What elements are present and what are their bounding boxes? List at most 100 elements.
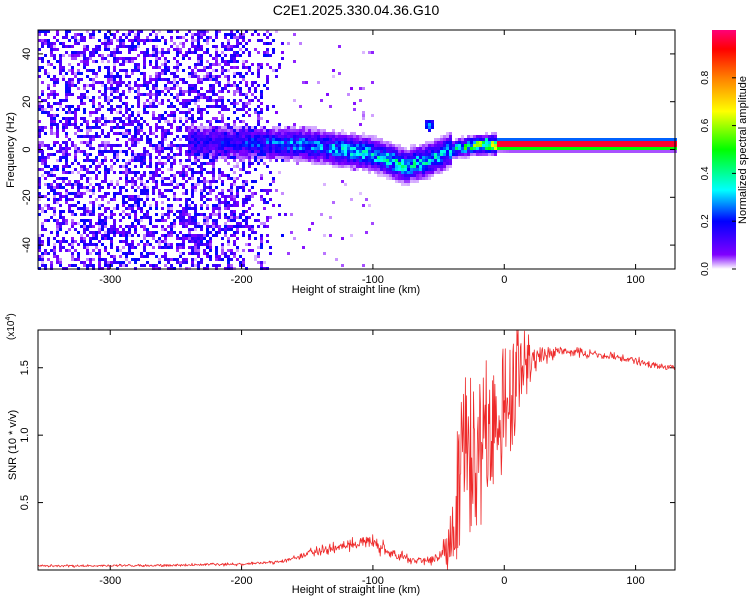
heatmap-cell <box>257 135 260 138</box>
heatmap-cell <box>83 165 86 168</box>
heatmap-cell <box>197 99 200 102</box>
heatmap-cell <box>206 111 209 114</box>
heatmap-cell <box>194 156 197 159</box>
heatmap-cell <box>38 69 41 72</box>
heatmap-cell <box>344 144 347 147</box>
heatmap-cell <box>659 144 662 147</box>
heatmap-cell <box>86 177 89 180</box>
heatmap-cell <box>488 150 491 153</box>
heatmap-cell <box>167 144 170 147</box>
heatmap-cell <box>641 147 644 150</box>
heatmap-cell <box>74 108 77 111</box>
heatmap-cell <box>86 60 89 63</box>
heatmap-cell <box>155 36 158 39</box>
heatmap-cell <box>209 141 212 144</box>
heatmap-cell <box>302 126 305 129</box>
heatmap-cell <box>62 54 65 57</box>
heatmap-cell <box>155 171 158 174</box>
heatmap-cell <box>176 198 179 201</box>
heatmap-cell <box>104 249 107 252</box>
heatmap-cell <box>410 162 413 165</box>
heatmap-cell <box>518 144 521 147</box>
heatmap-cell <box>248 90 251 93</box>
heatmap-cell <box>53 189 56 192</box>
heatmap-cell <box>131 180 134 183</box>
heatmap-cell <box>80 192 83 195</box>
heatmap-cell <box>179 48 182 51</box>
heatmap-cell <box>146 153 149 156</box>
heatmap-cell <box>308 150 311 153</box>
heatmap-cell <box>179 183 182 186</box>
heatmap-cell <box>239 75 242 78</box>
heatmap-cell <box>47 102 50 105</box>
heatmap-cell <box>119 42 122 45</box>
heatmap-cell <box>41 168 44 171</box>
heatmap-cell <box>416 174 419 177</box>
heatmap-cell <box>350 150 353 153</box>
heatmap-cell <box>188 237 191 240</box>
heatmap-cell <box>497 150 500 153</box>
heatmap-cell <box>611 150 614 153</box>
heatmap-cell <box>155 207 158 210</box>
heatmap-cell <box>131 69 134 72</box>
heatmap-cell <box>242 132 245 135</box>
heatmap-cell <box>182 177 185 180</box>
heatmap-cell <box>236 60 239 63</box>
heatmap-cell <box>179 129 182 132</box>
heatmap-cell <box>584 150 587 153</box>
heatmap-cell <box>398 168 401 171</box>
heatmap-cell <box>404 162 407 165</box>
heatmap-cell <box>116 96 119 99</box>
heatmap-cell <box>101 222 104 225</box>
heatmap-cell <box>107 231 110 234</box>
heatmap-cell <box>431 147 434 150</box>
heatmap-cell <box>206 42 209 45</box>
heatmap-cell <box>203 129 206 132</box>
heatmap-cell <box>68 243 71 246</box>
heatmap-cell <box>212 138 215 141</box>
heatmap-cell <box>80 195 83 198</box>
heatmap-cell <box>137 159 140 162</box>
heatmap-cell <box>77 129 80 132</box>
heatmap-cell <box>239 159 242 162</box>
heatmap-cell <box>260 138 263 141</box>
heatmap-cell <box>527 138 530 141</box>
heatmap-cell <box>260 159 263 162</box>
heatmap-cell <box>428 156 431 159</box>
heatmap-cell <box>230 177 233 180</box>
heatmap-cell <box>41 66 44 69</box>
heatmap-cell <box>101 93 104 96</box>
heatmap-cell <box>500 141 503 144</box>
heatmap-cell <box>212 93 215 96</box>
heatmap-cell <box>122 120 125 123</box>
heatmap-cell <box>287 153 290 156</box>
heatmap-cell <box>149 159 152 162</box>
heatmap-cell <box>194 153 197 156</box>
heatmap-cell <box>53 249 56 252</box>
heatmap-cell <box>200 195 203 198</box>
heatmap-cell <box>203 234 206 237</box>
heatmap-cell <box>107 183 110 186</box>
heatmap-cell <box>212 126 215 129</box>
heatmap-cell <box>368 168 371 171</box>
heatmap-cell <box>215 33 218 36</box>
heatmap-cell <box>143 66 146 69</box>
heatmap-cell <box>284 129 287 132</box>
heatmap-cell <box>476 141 479 144</box>
heatmap-cell <box>245 225 248 228</box>
heatmap-cell <box>506 147 509 150</box>
heatmap-cell <box>275 111 278 114</box>
heatmap-cell <box>65 135 68 138</box>
heatmap-cell <box>38 192 41 195</box>
heatmap-cell <box>128 147 131 150</box>
heatmap-cell <box>131 135 134 138</box>
heatmap-cell <box>86 123 89 126</box>
heatmap-cell <box>314 147 317 150</box>
heatmap-cell <box>254 147 257 150</box>
heatmap-cell <box>377 147 380 150</box>
heatmap-cell <box>110 231 113 234</box>
heatmap-cell <box>149 90 152 93</box>
heatmap-cell <box>239 108 242 111</box>
heatmap-cell <box>128 45 131 48</box>
heatmap-cell <box>326 150 329 153</box>
